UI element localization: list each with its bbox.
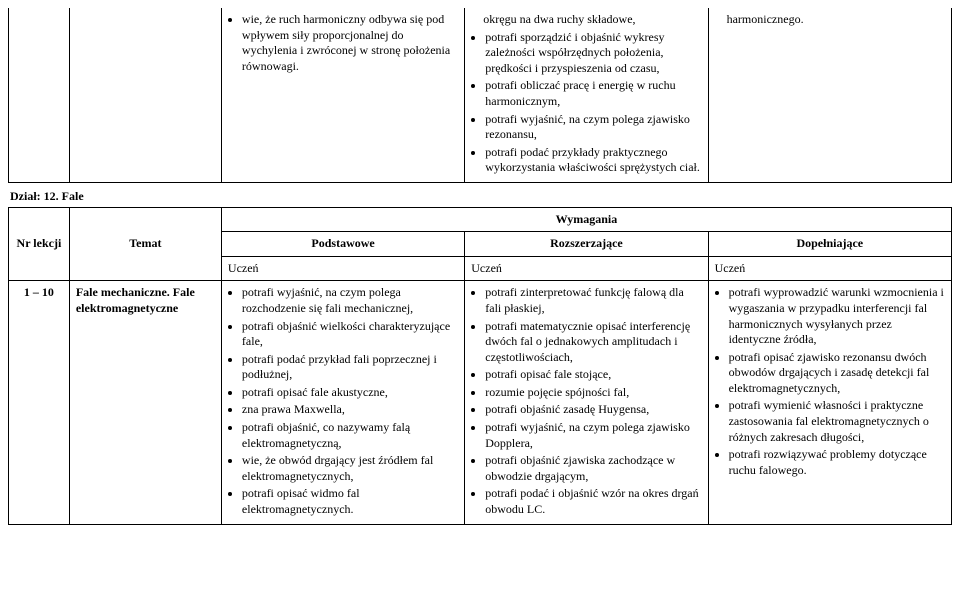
list-item: potrafi opisać fale stojące, bbox=[485, 367, 701, 383]
header-requirements: Wymagania bbox=[221, 207, 951, 232]
list-item: potrafi wyjaśnić, na czym polega zjawisk… bbox=[485, 420, 701, 451]
header-comp: Dopełniające bbox=[708, 232, 951, 257]
comp-cell: potrafi wyprowadzić warunki wzmocnienia … bbox=[708, 281, 951, 524]
continuation-table: wie, że ruch harmoniczny odbywa się pod … bbox=[8, 8, 952, 183]
header-ext: Rozszerzające bbox=[465, 232, 708, 257]
list-item: potrafi objaśnić zjawiska zachodzące w o… bbox=[485, 453, 701, 484]
basic-list: potrafi wyjaśnić, na czym polega rozchod… bbox=[228, 285, 458, 517]
cont-comp-cell: harmonicznego. bbox=[708, 8, 951, 182]
cont-basic-list: wie, że ruch harmoniczny odbywa się pod … bbox=[228, 12, 458, 74]
list-item: potrafi objaśnić, co nazywamy falą elekt… bbox=[242, 420, 458, 451]
cont-ext-list: okręgu na dwa ruchy składowe, potrafi sp… bbox=[471, 12, 701, 176]
basic-cell: potrafi wyjaśnić, na czym polega rozchod… bbox=[221, 281, 464, 524]
list-item: potrafi podać przykłady praktycznego wyk… bbox=[485, 145, 701, 176]
list-item: wie, że ruch harmoniczny odbywa się pod … bbox=[242, 12, 458, 74]
list-item: rozumie pojęcie spójności fal, bbox=[485, 385, 701, 401]
header-student-ext: Uczeń bbox=[465, 256, 708, 281]
main-table: Nr lekcji Temat Wymagania Podstawowe Roz… bbox=[8, 207, 952, 525]
list-item: potrafi obliczać pracę i energię w ruchu… bbox=[485, 78, 701, 109]
list-item: potrafi wyprowadzić warunki wzmocnienia … bbox=[729, 285, 945, 347]
list-item: potrafi matematycznie opisać interferenc… bbox=[485, 319, 701, 366]
list-item: potrafi zinterpretować funkcję falową dl… bbox=[485, 285, 701, 316]
ext-list: potrafi zinterpretować funkcję falową dl… bbox=[471, 285, 701, 517]
cont-ext-cell: okręgu na dwa ruchy składowe, potrafi sp… bbox=[465, 8, 708, 182]
list-item: potrafi wyjaśnić, na czym polega zjawisk… bbox=[485, 112, 701, 143]
list-item: harmonicznego. bbox=[727, 12, 945, 28]
list-item: potrafi rozwiązywać problemy dotyczące r… bbox=[729, 447, 945, 478]
section-title: Dział: 12. Fale bbox=[8, 183, 952, 207]
lesson-number: 1 – 10 bbox=[9, 281, 70, 524]
list-item: potrafi objaśnić wielkości charakteryzuj… bbox=[242, 319, 458, 350]
ext-cell: potrafi zinterpretować funkcję falową dl… bbox=[465, 281, 708, 524]
list-item: potrafi podać i objaśnić wzór na okres d… bbox=[485, 486, 701, 517]
empty-cell bbox=[9, 8, 70, 182]
topic-cell: Fale mechaniczne. Fale elektromagnetyczn… bbox=[69, 281, 221, 524]
list-item: potrafi sporządzić i objaśnić wykresy za… bbox=[485, 30, 701, 77]
header-student-comp: Uczeń bbox=[708, 256, 951, 281]
header-student-basic: Uczeń bbox=[221, 256, 464, 281]
cont-basic-cell: wie, że ruch harmoniczny odbywa się pod … bbox=[221, 8, 464, 182]
list-item: potrafi opisać zjawisko rezonansu dwóch … bbox=[729, 350, 945, 397]
list-item: potrafi wyjaśnić, na czym polega rozchod… bbox=[242, 285, 458, 316]
list-item: wie, że obwód drgający jest źródłem fal … bbox=[242, 453, 458, 484]
list-item: potrafi podać przykład fali poprzecznej … bbox=[242, 352, 458, 383]
list-item: potrafi wymienić własności i praktyczne … bbox=[729, 398, 945, 445]
list-item: zna prawa Maxwella, bbox=[242, 402, 458, 418]
header-topic: Temat bbox=[69, 207, 221, 281]
list-item: potrafi opisać widmo fal elektromagnetyc… bbox=[242, 486, 458, 517]
header-lesson: Nr lekcji bbox=[9, 207, 70, 281]
empty-cell bbox=[69, 8, 221, 182]
list-item: potrafi opisać fale akustyczne, bbox=[242, 385, 458, 401]
cont-comp-list: harmonicznego. bbox=[715, 12, 945, 28]
comp-list: potrafi wyprowadzić warunki wzmocnienia … bbox=[715, 285, 945, 478]
header-basic: Podstawowe bbox=[221, 232, 464, 257]
list-item: potrafi objaśnić zasadę Huygensa, bbox=[485, 402, 701, 418]
list-item: okręgu na dwa ruchy składowe, bbox=[483, 12, 701, 28]
